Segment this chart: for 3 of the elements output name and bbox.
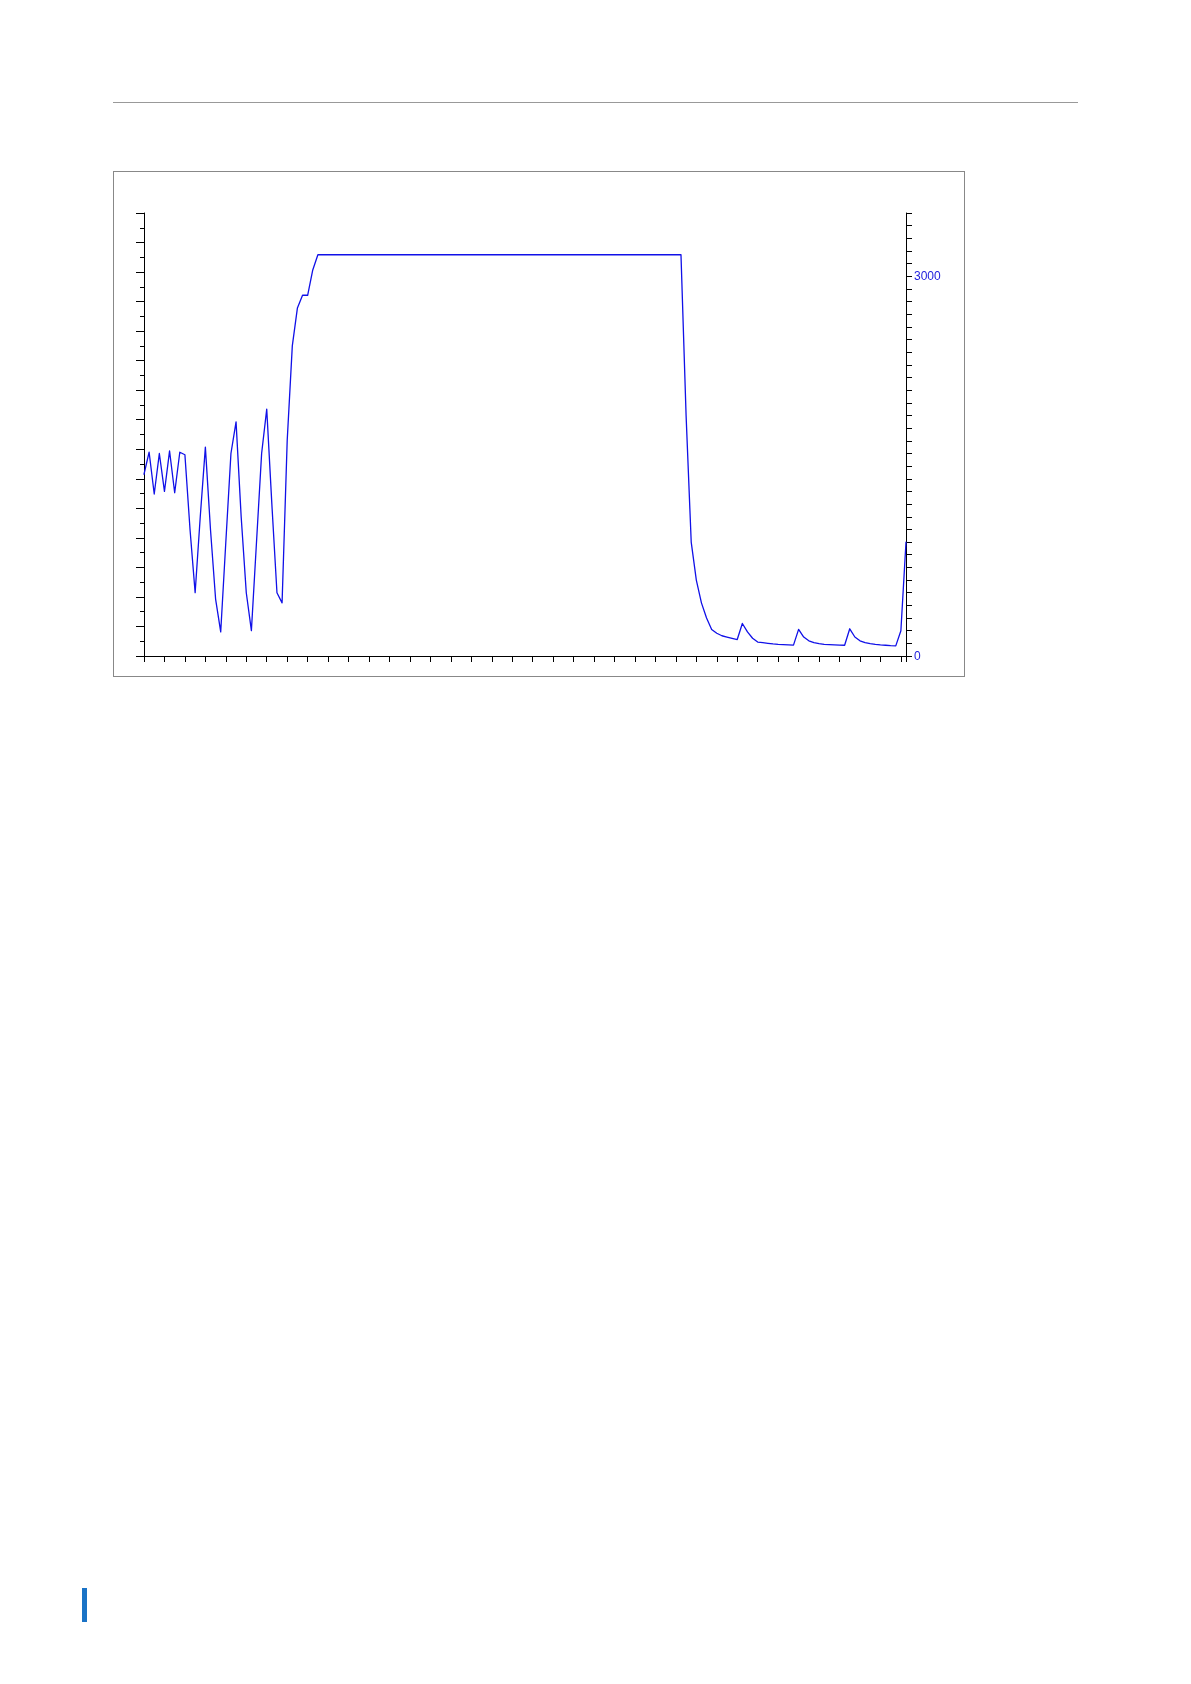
y-tick-label: 0: [914, 649, 921, 663]
line-series: [143, 254, 907, 647]
y-tick-label: 3000: [914, 269, 942, 284]
